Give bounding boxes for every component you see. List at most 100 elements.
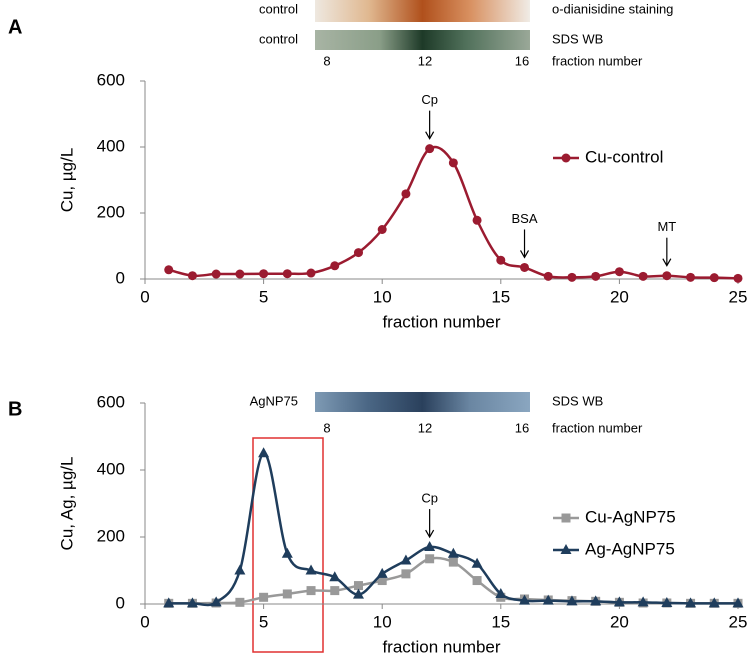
y-tick-label: 200 [97, 202, 125, 221]
arrow-head [425, 131, 435, 140]
data-point [210, 596, 222, 607]
data-point [708, 597, 720, 608]
data-point [685, 597, 697, 608]
x-tick-label: 20 [610, 287, 629, 306]
annotation: BSA [512, 211, 538, 226]
y-tick-label: 200 [97, 526, 125, 545]
gel-image [315, 0, 530, 22]
data-point [590, 595, 602, 606]
data-point [282, 589, 292, 599]
x-axis-label: fraction number [382, 312, 500, 331]
data-point [186, 597, 198, 608]
data-point [400, 554, 412, 565]
inset-label: control [259, 1, 298, 16]
data-point [519, 594, 531, 605]
data-point [424, 541, 436, 552]
data-point [401, 189, 411, 199]
inset-label: control [259, 31, 298, 46]
data-point [472, 215, 482, 225]
data-point [234, 564, 246, 575]
data-point [259, 592, 269, 602]
data-point [686, 272, 696, 282]
data-point [472, 576, 482, 586]
legend-marker [560, 544, 572, 554]
lane-label: 16 [515, 53, 529, 68]
data-point [709, 273, 719, 283]
y-tick-label: 0 [116, 593, 125, 612]
x-tick-label: 20 [610, 612, 629, 631]
lane-label: 8 [323, 53, 330, 68]
data-point [496, 255, 506, 265]
x-tick-label: 0 [140, 612, 149, 631]
data-point [306, 586, 316, 596]
x-tick-label: 5 [259, 287, 268, 306]
data-point [377, 225, 387, 234]
data-point [591, 271, 601, 281]
data-point [376, 567, 388, 578]
inset-label: o-dianisidine staining [552, 1, 673, 16]
data-point [542, 594, 554, 605]
data-point [471, 557, 483, 568]
x-tick-label: 25 [729, 612, 748, 631]
data-point [401, 569, 411, 579]
data-point [258, 447, 270, 458]
data-point [495, 587, 507, 598]
data-point [637, 596, 649, 607]
y-tick-label: 400 [97, 136, 125, 155]
data-point [425, 554, 435, 564]
data-point [448, 158, 458, 168]
x-tick-label: 15 [491, 612, 510, 631]
y-tick-label: 600 [97, 392, 125, 411]
panel-label: B [8, 398, 22, 420]
data-point [330, 261, 340, 271]
data-point [352, 588, 364, 599]
lane-label: 16 [515, 420, 529, 435]
data-point [566, 595, 578, 606]
data-point [282, 269, 292, 279]
data-point [164, 265, 174, 275]
inset-label: SDS WB [552, 393, 603, 408]
annotation: MT [657, 219, 676, 234]
data-point [281, 547, 293, 558]
data-point [330, 586, 340, 596]
lane-label: 12 [418, 420, 432, 435]
series-line [168, 451, 738, 607]
gel-image [315, 392, 530, 412]
data-point [235, 597, 245, 607]
data-point [305, 564, 317, 575]
data-point [638, 271, 648, 281]
x-tick-label: 10 [373, 287, 392, 306]
data-point [377, 576, 387, 586]
legend-marker [561, 153, 571, 163]
x-tick-label: 0 [140, 287, 149, 306]
lane-label: 8 [323, 420, 330, 435]
y-tick-label: 600 [97, 70, 125, 89]
x-tick-label: 5 [259, 612, 268, 631]
data-point [329, 571, 341, 582]
data-point [448, 557, 458, 567]
data-point [567, 272, 577, 282]
data-point [614, 267, 624, 277]
data-point [543, 271, 553, 281]
data-point [733, 273, 743, 283]
annotation: Cp [421, 490, 438, 505]
data-point [187, 271, 197, 281]
x-tick-label: 10 [373, 612, 392, 631]
data-point [732, 597, 744, 608]
data-point [306, 268, 316, 278]
data-point [353, 581, 363, 591]
data-point [259, 269, 269, 279]
data-point [353, 248, 363, 258]
legend-label: Ag-AgNP75 [585, 539, 675, 558]
data-point [447, 547, 459, 558]
inset-label: AgNP75 [250, 393, 298, 408]
arrow-head [519, 250, 530, 259]
arrow-head [662, 258, 672, 267]
highlight-box [252, 437, 324, 653]
y-tick-label: 0 [116, 268, 125, 287]
legend-label: Cu-control [585, 147, 663, 166]
y-axis-label: Cu, µg/L [57, 148, 76, 213]
legend-marker [561, 513, 571, 523]
lane-caption: fraction number [552, 53, 643, 68]
